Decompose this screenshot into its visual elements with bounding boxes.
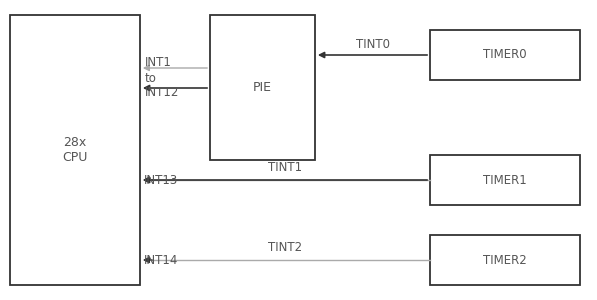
Text: 28x
CPU: 28x CPU <box>62 136 88 164</box>
Text: PIE: PIE <box>253 81 272 94</box>
Text: TINT2: TINT2 <box>268 241 302 254</box>
Text: TIMER2: TIMER2 <box>483 254 527 266</box>
Text: TINT0: TINT0 <box>355 38 389 51</box>
Bar <box>430 235 580 285</box>
Bar <box>430 30 580 80</box>
Bar <box>430 155 580 205</box>
Text: TINT1: TINT1 <box>268 161 302 174</box>
Text: TIMER0: TIMER0 <box>483 49 527 62</box>
Text: INT14: INT14 <box>144 254 179 266</box>
Text: INT1
to
INT12: INT1 to INT12 <box>145 56 179 100</box>
Text: INT13: INT13 <box>144 173 179 187</box>
Bar <box>210 15 315 160</box>
Text: TIMER1: TIMER1 <box>483 173 527 187</box>
Bar <box>10 15 140 285</box>
